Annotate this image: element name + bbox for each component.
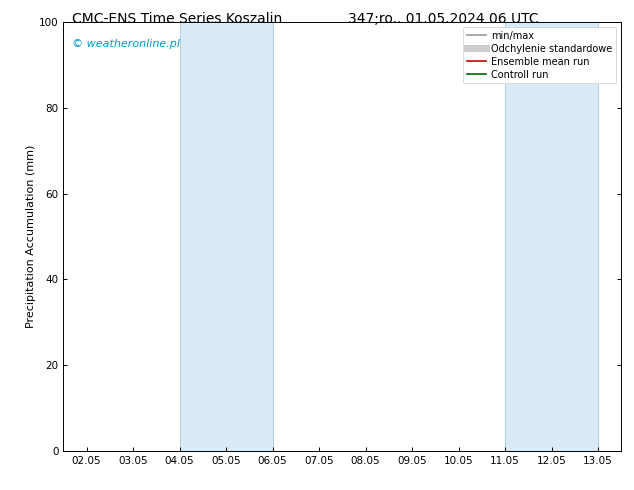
Bar [505, 22, 598, 451]
Bar [179, 22, 273, 451]
Text: CMC-ENS Time Series Koszalin: CMC-ENS Time Series Koszalin [72, 12, 283, 26]
Legend: min/max, Odchylenie standardowe, Ensemble mean run, Controll run: min/max, Odchylenie standardowe, Ensembl… [463, 27, 616, 83]
Text: © weatheronline.pl: © weatheronline.pl [72, 39, 180, 49]
Y-axis label: Precipitation Accumulation (mm): Precipitation Accumulation (mm) [26, 145, 36, 328]
Text: 347;ro.. 01.05.2024 06 UTC: 347;ro.. 01.05.2024 06 UTC [349, 12, 539, 26]
